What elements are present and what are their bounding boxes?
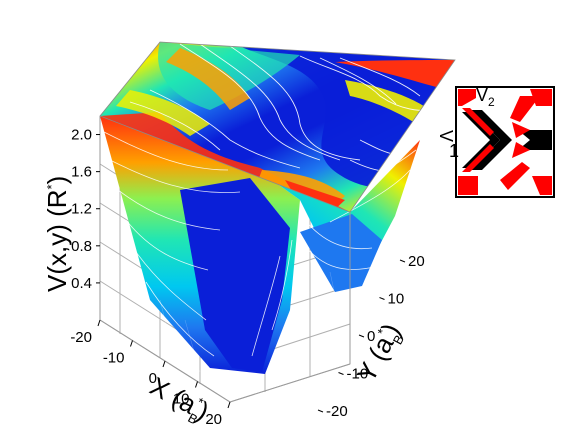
x-axis-title: X (aB*) [143,371,214,430]
y-tick-mark [338,372,344,375]
gate-inset: V2 V 1 [436,85,555,198]
y-axis-ticks: -20 -10 0 10 20 [317,253,425,420]
y-tick-label: 20 [408,253,425,270]
x-tick-label: 0 [149,370,157,387]
x-tick-label: -20 [70,329,92,346]
z-axis-ticks: 0.4 0.8 1.2 1.6 2.0 [71,127,100,292]
y-tick-label: -20 [326,403,348,420]
y-axis-title: Y (aB*) [351,318,410,388]
inset-label-v2: V2 [476,85,495,109]
x-tick-label: -10 [103,350,125,367]
inset-label-v1-sub: 1 [449,141,459,161]
z-tick-label: 1.2 [71,201,92,218]
axis-lines [99,116,351,403]
z-tick-label: 1.6 [71,164,92,181]
inset-label-v1: V [436,130,456,142]
y-tick-mark [358,334,365,338]
z-axis-title: V(x,y) (R*) [42,176,72,292]
y-tick-label: 10 [388,291,405,308]
x-tick-label: 20 [205,411,222,428]
z-tick-label: 0.4 [71,275,92,292]
x-tick-mark [162,360,166,368]
y-tick-label: 0 [367,328,375,345]
x-tick-mark [227,401,231,409]
z-tick-label: 2.0 [71,127,92,144]
x-tick-label: 10 [173,391,190,408]
x-axis-ticks: -20 -10 0 10 20 [70,319,231,428]
y-tick-mark [399,259,406,263]
y-tick-mark [379,297,385,300]
y-tick-label: -10 [347,366,369,383]
x-tick-mark [195,381,198,388]
x-tick-mark [130,340,133,347]
potential-surface [99,41,456,374]
x-tick-mark [97,319,101,327]
z-tick-label: 0.8 [71,238,92,255]
y-tick-mark [317,409,324,413]
